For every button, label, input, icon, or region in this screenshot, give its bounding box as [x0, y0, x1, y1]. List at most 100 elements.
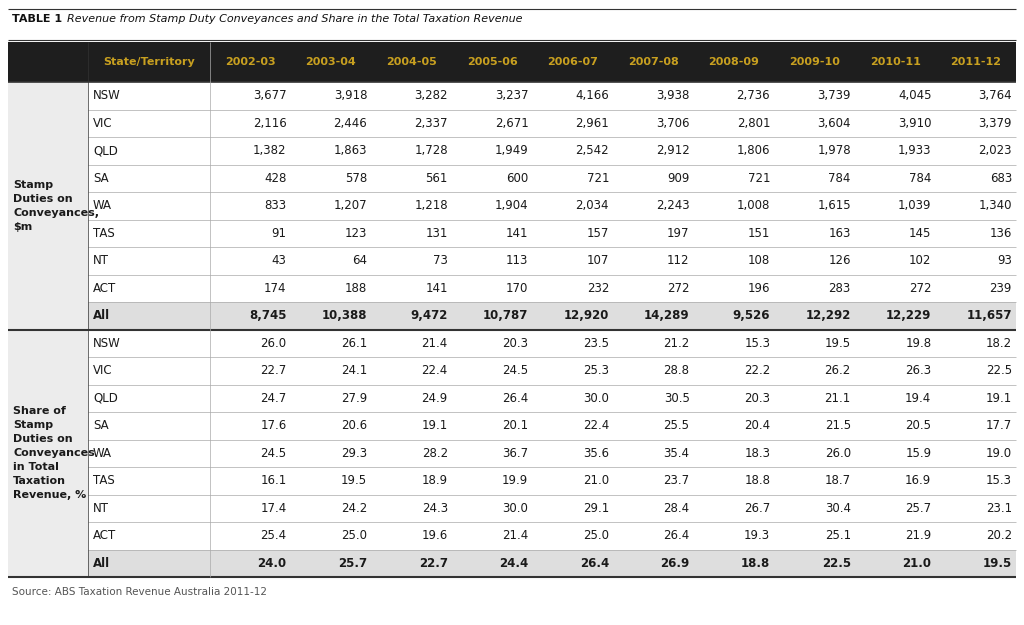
Text: 112: 112: [667, 254, 689, 268]
Text: 26.2: 26.2: [824, 364, 851, 378]
Text: 1,207: 1,207: [334, 199, 368, 212]
Text: TAS: TAS: [93, 227, 115, 240]
Text: QLD: QLD: [93, 392, 118, 405]
Text: 1,382: 1,382: [253, 144, 287, 158]
Text: 1,904: 1,904: [495, 199, 528, 212]
Text: 26.7: 26.7: [744, 502, 770, 515]
Text: 721: 721: [748, 172, 770, 185]
Text: 1,949: 1,949: [495, 144, 528, 158]
Text: 2,446: 2,446: [334, 117, 368, 130]
Text: 21.9: 21.9: [905, 529, 932, 542]
Bar: [88, 439, 1016, 467]
Text: 28.4: 28.4: [664, 502, 689, 515]
Text: 2006-07: 2006-07: [547, 57, 598, 67]
Text: 683: 683: [990, 172, 1012, 185]
Text: 20.6: 20.6: [341, 419, 368, 432]
Bar: [88, 412, 1016, 439]
Bar: [8, 82, 88, 329]
Bar: [88, 357, 1016, 384]
Text: All: All: [93, 309, 111, 322]
Text: 2011-12: 2011-12: [950, 57, 1001, 67]
Text: 2,671: 2,671: [495, 117, 528, 130]
Text: 25.0: 25.0: [341, 529, 368, 542]
Text: 3,938: 3,938: [656, 89, 689, 102]
Text: 26.4: 26.4: [664, 529, 689, 542]
Text: 578: 578: [345, 172, 368, 185]
Text: 1,806: 1,806: [736, 144, 770, 158]
Text: 1,340: 1,340: [979, 199, 1012, 212]
Text: 2010-11: 2010-11: [869, 57, 921, 67]
Text: 26.0: 26.0: [824, 447, 851, 460]
Text: 25.7: 25.7: [338, 557, 368, 570]
Text: ACT: ACT: [93, 529, 117, 542]
Text: 2,337: 2,337: [415, 117, 447, 130]
Text: 19.5: 19.5: [983, 557, 1012, 570]
Text: SA: SA: [93, 419, 109, 432]
Text: 26.3: 26.3: [905, 364, 932, 378]
Text: 2,912: 2,912: [655, 144, 689, 158]
Text: 163: 163: [828, 227, 851, 240]
Text: 102: 102: [909, 254, 932, 268]
Text: 196: 196: [748, 282, 770, 295]
Text: 2008-09: 2008-09: [709, 57, 760, 67]
Text: 15.3: 15.3: [744, 337, 770, 350]
Text: 30.4: 30.4: [824, 502, 851, 515]
Text: 12,920: 12,920: [563, 309, 609, 322]
Text: 18.9: 18.9: [422, 474, 447, 488]
Bar: [88, 109, 1016, 137]
Text: 20.1: 20.1: [503, 419, 528, 432]
Text: 3,764: 3,764: [978, 89, 1012, 102]
Text: 43: 43: [271, 254, 287, 268]
Text: 151: 151: [748, 227, 770, 240]
Text: 22.5: 22.5: [821, 557, 851, 570]
Text: 2,243: 2,243: [656, 199, 689, 212]
Text: 19.4: 19.4: [905, 392, 932, 405]
Text: 18.7: 18.7: [824, 474, 851, 488]
Text: 28.8: 28.8: [664, 364, 689, 378]
Text: 2,542: 2,542: [575, 144, 609, 158]
Bar: [88, 329, 1016, 357]
Bar: [88, 467, 1016, 494]
Text: 93: 93: [997, 254, 1012, 268]
Text: 23.1: 23.1: [986, 502, 1012, 515]
Text: 131: 131: [425, 227, 447, 240]
Text: 25.5: 25.5: [664, 419, 689, 432]
Text: 25.4: 25.4: [260, 529, 287, 542]
Text: 909: 909: [668, 172, 689, 185]
Text: 22.7: 22.7: [260, 364, 287, 378]
Text: 20.5: 20.5: [905, 419, 932, 432]
Text: 18.8: 18.8: [741, 557, 770, 570]
Text: 17.7: 17.7: [986, 419, 1012, 432]
Text: 21.4: 21.4: [422, 337, 447, 350]
Text: 1,728: 1,728: [414, 144, 447, 158]
Text: 2,961: 2,961: [575, 117, 609, 130]
Text: 1,218: 1,218: [414, 199, 447, 212]
Text: 283: 283: [828, 282, 851, 295]
Bar: [88, 549, 1016, 577]
Text: 1,615: 1,615: [817, 199, 851, 212]
Text: 2,034: 2,034: [575, 199, 609, 212]
Text: 64: 64: [352, 254, 368, 268]
Text: 23.5: 23.5: [583, 337, 609, 350]
Text: 188: 188: [345, 282, 368, 295]
Text: 19.8: 19.8: [905, 337, 932, 350]
Text: 24.7: 24.7: [260, 392, 287, 405]
Text: 23.7: 23.7: [664, 474, 689, 488]
Text: NT: NT: [93, 254, 109, 268]
Text: 21.0: 21.0: [583, 474, 609, 488]
Text: 126: 126: [828, 254, 851, 268]
Text: 21.0: 21.0: [902, 557, 932, 570]
Text: NT: NT: [93, 502, 109, 515]
Bar: [88, 384, 1016, 412]
Text: 19.1: 19.1: [422, 419, 447, 432]
Text: 29.1: 29.1: [583, 502, 609, 515]
Text: WA: WA: [93, 199, 112, 212]
Text: 3,910: 3,910: [898, 117, 932, 130]
Text: 16.1: 16.1: [260, 474, 287, 488]
Text: 27.9: 27.9: [341, 392, 368, 405]
Text: 24.2: 24.2: [341, 502, 368, 515]
Text: 22.7: 22.7: [419, 557, 447, 570]
Text: 25.0: 25.0: [583, 529, 609, 542]
Text: 25.1: 25.1: [824, 529, 851, 542]
Text: 25.7: 25.7: [905, 502, 932, 515]
